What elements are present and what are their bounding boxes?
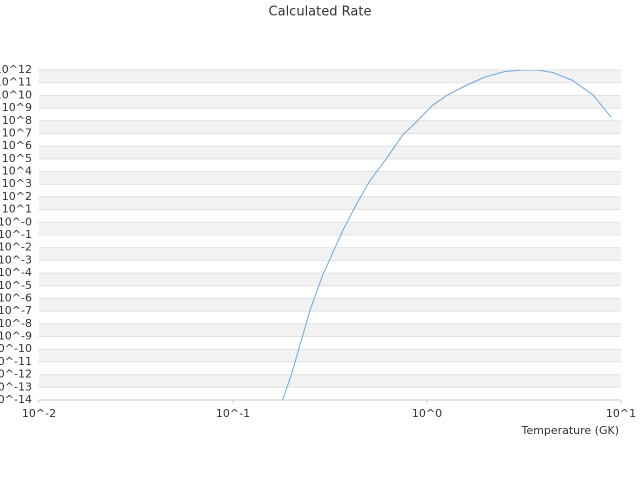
y-tick-label: 10^7 [2, 126, 32, 139]
grid-band [39, 171, 621, 185]
y-tick-label: 10^12 [0, 63, 32, 76]
x-axis-label: Temperature (GK) [521, 424, 620, 437]
y-tick-label: 10^-12 [0, 368, 32, 381]
y-tick-label: 10^-6 [0, 291, 32, 304]
y-tick-label: 10^4 [2, 165, 32, 178]
grid-band [39, 146, 621, 159]
y-tick-label: 10^1 [2, 203, 32, 216]
y-tick-label: 10^-1 [0, 228, 32, 241]
grid-band [39, 298, 621, 312]
x-tick-label: 10^1 [606, 407, 636, 420]
plot-bands [39, 70, 621, 388]
grid-band [39, 196, 621, 210]
grid-band [39, 222, 621, 235]
y-tick-label: 10^2 [2, 190, 32, 203]
y-tick-label: 10^-11 [0, 355, 32, 368]
y-tick-label: 10^6 [2, 139, 32, 152]
y-tick-label: 10^5 [2, 152, 32, 165]
y-tick-label: 10^-13 [0, 380, 32, 393]
grid-band [39, 323, 621, 337]
grid-band [39, 70, 621, 83]
y-tick-label: 10^-3 [0, 253, 32, 266]
y-tick-label: 10^11 [0, 76, 32, 89]
grid-band [39, 374, 621, 388]
y-tick-label: 10^8 [2, 114, 32, 127]
y-tick-label: 10^-10 [0, 342, 32, 355]
y-tick-label: 10^-7 [0, 304, 32, 317]
chart-title: Calculated Rate [269, 5, 372, 20]
y-tick-label: 10^3 [2, 177, 32, 190]
grid-band [39, 247, 621, 261]
x-tick-label: 10^0 [412, 407, 442, 420]
y-tick-label: 10^-8 [0, 317, 32, 330]
y-tick-label: 10^-0 [0, 215, 32, 228]
y-tick-label: 10^9 [2, 101, 32, 114]
x-tick-label: 10^-1 [216, 407, 250, 420]
x-tick-label: 10^-2 [22, 407, 56, 420]
y-tick-label: 10^-4 [0, 266, 32, 279]
y-tick-label: 10^10 [0, 88, 32, 101]
grid-band [39, 349, 621, 362]
y-tick-label: 10^-9 [0, 330, 32, 343]
grid-band [39, 273, 621, 286]
y-tick-label: 10^-5 [0, 279, 32, 292]
grid-band [39, 120, 621, 134]
y-tick-label: 10^-2 [0, 241, 32, 254]
y-tick-label: 10^-14 [0, 393, 32, 406]
grid-band [39, 95, 621, 109]
line-series [282, 70, 612, 400]
